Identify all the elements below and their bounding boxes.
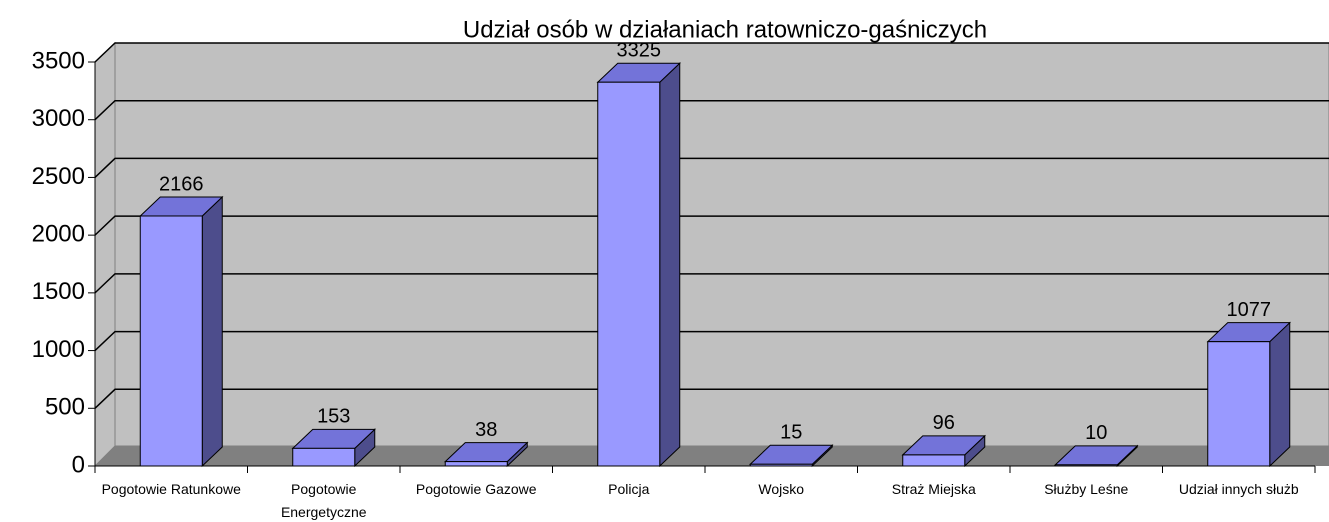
y-tick-label: 500: [45, 394, 85, 421]
x-tick-label: Pogotowie Ratunkowe: [101, 481, 241, 497]
y-tick-label: 3000: [32, 105, 85, 132]
value-label: 2166: [159, 173, 204, 195]
grid-line: [94, 273, 1329, 294]
x-tick-label: Pogotowie Gazowe: [415, 481, 537, 497]
bar-side: [1269, 321, 1291, 468]
y-tick-label: 1000: [32, 336, 85, 363]
grid-line: [94, 157, 1329, 178]
bar: [597, 81, 661, 467]
value-label: 1077: [1227, 299, 1272, 321]
x-tick-label: Udział innych służb: [1178, 481, 1299, 497]
bar: [292, 447, 356, 467]
chart-title: Udział osób w działaniach ratowniczo-gaś…: [463, 16, 987, 43]
bar: [902, 454, 966, 467]
value-label: 153: [317, 406, 350, 428]
x-tick-label: Pogotowie Energetyczne: [280, 481, 367, 520]
bar: [444, 461, 508, 467]
grid-line: [94, 330, 1329, 352]
value-label: 3325: [617, 39, 662, 61]
value-label: 96: [933, 412, 955, 434]
back-wall: [114, 42, 1329, 447]
bar: [1207, 341, 1271, 467]
bar: [139, 215, 203, 467]
grid: [94, 42, 1329, 409]
x-tick-label: Policja: [608, 481, 650, 497]
grid-line: [94, 42, 1329, 63]
grid-line: [94, 388, 1329, 409]
y-tick-label: 1500: [32, 278, 85, 305]
bar-side: [659, 62, 681, 468]
value-label: 10: [1085, 422, 1107, 444]
y-tick-label: 3500: [32, 47, 85, 74]
y-tick-label: 2000: [32, 220, 85, 247]
grid-line: [94, 215, 1329, 236]
grid-line: [94, 99, 1329, 121]
x-tick-label: Służby Leśne: [1044, 481, 1129, 497]
floor: [95, 446, 1329, 466]
x-tick-label: Wojsko: [758, 481, 805, 497]
value-label: 38: [475, 419, 497, 441]
y-tick-label: 2500: [32, 163, 85, 190]
bar-side: [201, 195, 223, 468]
y-tick-label: 0: [72, 451, 85, 478]
side-wall: [94, 41, 116, 468]
bars: [138, 62, 1292, 468]
value-label: 15: [780, 422, 802, 444]
x-tick-label: Straż Miejska: [891, 481, 976, 497]
